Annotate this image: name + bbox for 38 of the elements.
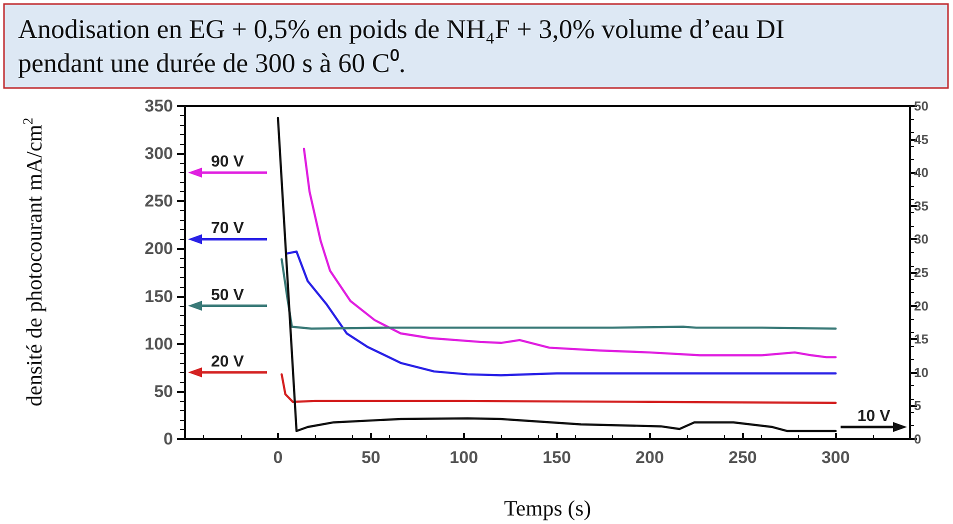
line-series [286, 250, 837, 376]
y-tick-label: 100 [144, 334, 173, 354]
x-tick-label: 200 [636, 448, 664, 467]
chart-title: Anodisation en EG + 0,5% en poids de NH₄F + 3,0% volume d’eau DI pendant une durée de 300 s à 60 C⁰. [18, 14, 792, 78]
y2-tick-label: 5 [914, 398, 922, 414]
x-tick-label: 150 [542, 448, 571, 467]
x-tick-label: 0 [273, 448, 283, 467]
series-label: 10 V [857, 408, 891, 426]
y2-tick-label: 45 [914, 132, 928, 147]
y2-tick-label: 40 [914, 165, 928, 180]
legend-label: 20 V [211, 353, 244, 370]
y-tick-label: 0 [164, 430, 173, 448]
legend-label: 70 V [211, 220, 244, 238]
y-tick-label: 250 [144, 192, 173, 211]
line-series [302, 148, 837, 358]
x-axis-title: Temps (s) [504, 496, 592, 520]
y2-tick-label: 30 [914, 232, 928, 247]
x-tick-label: 50 [361, 448, 380, 467]
legend-label: 90 V [211, 154, 244, 171]
y-tick-label: 350 [144, 96, 173, 116]
line-series [280, 373, 837, 404]
x-tick-label: 250 [728, 448, 757, 467]
y2-tick-label: 50 [914, 98, 928, 114]
y-tick-label: 50 [154, 382, 173, 401]
x-tick-label: 300 [821, 448, 850, 467]
line-series [280, 258, 837, 330]
y2-tick-label: 10 [914, 364, 928, 380]
y2-tick-label: 35 [914, 198, 928, 214]
y-tick-label: 200 [144, 239, 173, 258]
x-tick-label: 100 [450, 448, 478, 467]
y2-tick-label: 15 [914, 332, 928, 347]
y2-tick-label: 25 [914, 265, 928, 280]
y-axis-title: densité de photocourant mA/cm2 [22, 118, 46, 406]
y-tick-label: 300 [144, 144, 173, 164]
y2-tick-label: 0 [914, 432, 922, 446]
y-tick-label: 150 [144, 286, 173, 306]
y2-tick-label: 20 [914, 298, 928, 314]
legend-label: 50 V [211, 286, 244, 304]
